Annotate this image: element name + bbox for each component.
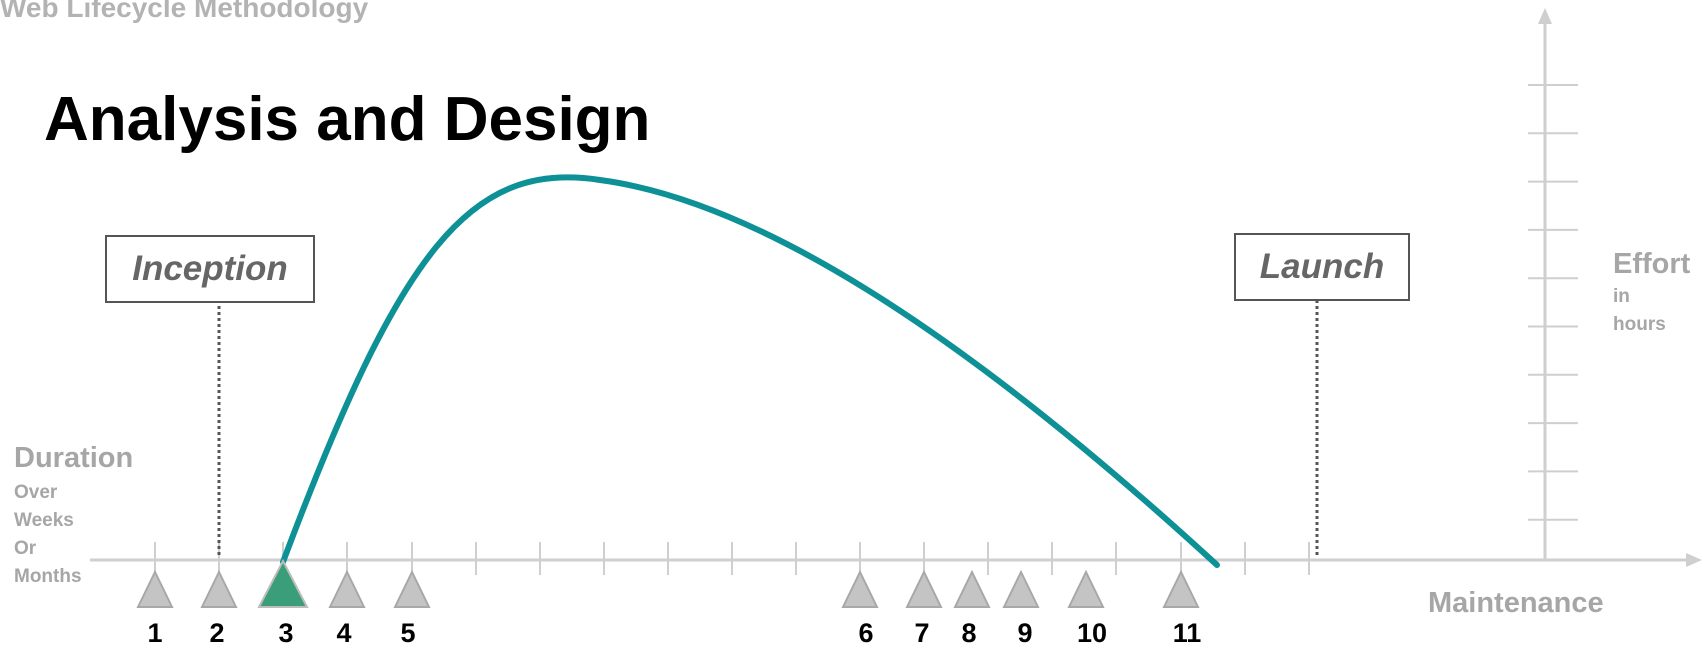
duration-sublabel-line: Weeks (14, 510, 74, 531)
active-milestone-marker (257, 558, 309, 608)
milestone-number-10: 10 (1076, 618, 1108, 648)
milestone-number-6: 6 (858, 618, 874, 648)
milestone-marker (1162, 569, 1200, 608)
duration-sublabel: Over Weeks Or Months (14, 479, 82, 591)
milestone-number-3: 3 (278, 618, 294, 648)
inception-box: Inception (105, 235, 315, 303)
effort-sublabel: in hours (1613, 283, 1666, 339)
milestone-number-11: 11 (1172, 618, 1202, 648)
duration-axis-arrow (1686, 553, 1702, 567)
duration-sublabel-line: Over (14, 482, 58, 503)
milestone-marker (328, 569, 366, 608)
launch-box: Launch (1234, 233, 1410, 301)
milestone-markers (136, 558, 1200, 608)
milestone-marker (1002, 569, 1040, 608)
milestone-marker (136, 569, 174, 608)
milestone-marker (1067, 569, 1105, 608)
milestone-number-4: 4 (336, 618, 352, 648)
effort-label: Effort (1613, 248, 1691, 280)
duration-sublabel-line: Or (14, 538, 37, 559)
milestone-number-1: 1 (147, 618, 163, 648)
milestone-marker (200, 569, 238, 608)
effort-sublabel-line: in (1613, 286, 1630, 307)
milestone-marker (905, 569, 943, 608)
effort-axis-ticks (1528, 84, 1578, 521)
milestone-number-2: 2 (209, 618, 225, 648)
effort-axis (1528, 8, 1578, 560)
duration-label: Duration (14, 442, 134, 474)
milestone-marker (953, 569, 991, 608)
milestone-number-8: 8 (961, 618, 977, 648)
milestone-marker (393, 569, 431, 608)
launch-label: Launch (1259, 247, 1385, 286)
milestone-number-7: 7 (914, 618, 930, 648)
milestone-number-9: 9 (1017, 618, 1033, 648)
effort-axis-arrow (1538, 8, 1552, 24)
milestone-number-5: 5 (400, 618, 416, 648)
effort-sublabel-line: hours (1613, 314, 1666, 335)
duration-axis (90, 542, 1702, 575)
header-title: Web Lifecycle Methodology (0, 0, 369, 23)
duration-sublabel-line: Months (14, 566, 82, 587)
milestone-marker (841, 569, 879, 608)
maintenance-label: Maintenance (1428, 587, 1604, 619)
page-title: Analysis and Design (44, 85, 651, 154)
inception-label: Inception (132, 249, 288, 288)
effort-curve (280, 174, 1220, 568)
